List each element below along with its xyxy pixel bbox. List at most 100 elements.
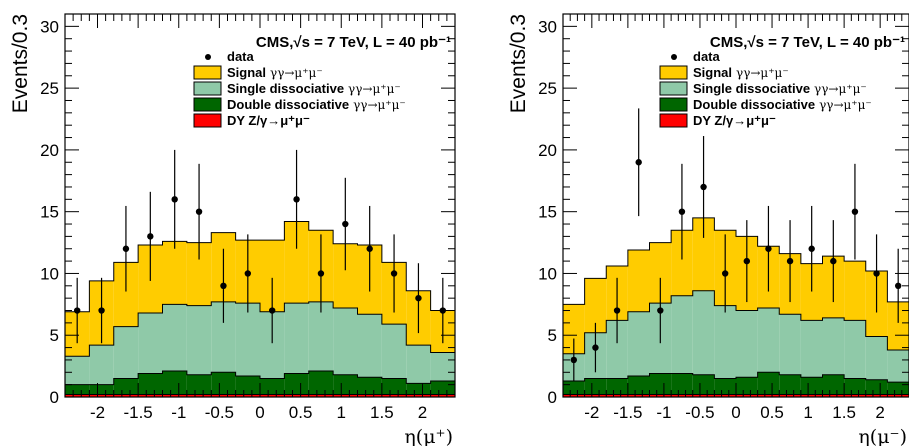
hist-bar (211, 372, 236, 395)
legend-marker (671, 54, 677, 60)
y-tick-label: 15 (538, 203, 557, 222)
legend-label: data (693, 49, 721, 64)
hist-bar (584, 394, 607, 397)
hist-bar (186, 305, 212, 375)
x-tick-label: 0 (255, 403, 264, 422)
data-point (220, 282, 227, 290)
hist-bar (113, 394, 139, 397)
hist-bar (800, 377, 823, 395)
hist-bar (308, 301, 334, 372)
hist-bar (406, 394, 431, 397)
legend-swatch (659, 65, 688, 80)
hist-bar (692, 374, 715, 395)
hist-bar (186, 394, 212, 397)
hist-bar (113, 378, 139, 395)
hist-bar (308, 371, 334, 395)
hist-bar (430, 394, 455, 397)
data-point (721, 270, 729, 277)
data-point (657, 307, 664, 314)
hist-bar (627, 375, 650, 395)
legend-label: Single dissociative γγ→μ⁺μ⁻ (693, 81, 867, 96)
y-tick-label: 5 (50, 326, 59, 345)
hist-bar (65, 394, 90, 397)
legend-name: data (693, 49, 721, 64)
hist-bar (381, 378, 407, 395)
legend-swatch (193, 113, 222, 128)
hist-bar (757, 372, 780, 395)
x-tick-label: -0.5 (685, 403, 714, 422)
hist-bar (406, 345, 431, 384)
hist-bar (235, 394, 260, 397)
hist-bar (606, 320, 628, 379)
x-tick-label: 1 (803, 403, 812, 422)
hist-bar (671, 394, 693, 397)
data-point (73, 307, 81, 314)
y-axis-label: Events/0.3 (507, 14, 530, 113)
data-point (122, 245, 130, 252)
hist-bar (606, 378, 628, 395)
x-tick-label: -1 (656, 403, 671, 422)
hist-bar (563, 394, 585, 397)
legend-name: Single dissociative (227, 81, 344, 96)
hist-bar (138, 312, 163, 374)
data-point (830, 257, 837, 265)
hist-bar (649, 394, 672, 397)
hist-bar (692, 290, 715, 375)
hist-bar (887, 301, 909, 351)
y-axis-label: Events/0.3 (9, 14, 32, 113)
hist-bar (308, 394, 334, 397)
data-point (808, 245, 815, 252)
hist-bar (162, 371, 187, 395)
y-tick-label: 10 (40, 264, 59, 283)
hist-bar (692, 394, 715, 397)
chart-panel-1: 0 5 10 15 20 25 30 -2 -1.5 -1 -0.5 0 0.5 1 1.5 2 Events/… (9, 13, 456, 446)
hist-bar (138, 394, 163, 397)
hist-bar (779, 314, 801, 375)
hist-bar (736, 310, 758, 378)
hist-bar (65, 384, 90, 395)
x-tick-label: 0 (731, 403, 740, 422)
hist-bar (627, 394, 650, 397)
hist-bar (627, 311, 650, 376)
hist-bar (162, 394, 187, 397)
hist-bar (284, 303, 309, 374)
legend-marker (205, 54, 211, 60)
hist-bar (235, 375, 260, 395)
legend-swatch (659, 113, 688, 128)
legend-name: Signal (693, 65, 732, 80)
x-tick-label: 1.5 (370, 403, 394, 422)
hist-bar (381, 394, 407, 397)
hist-bar (284, 394, 309, 397)
y-tick-label: 0 (548, 388, 557, 407)
data-point (415, 294, 422, 302)
chart-title: CMS,√s = 7 TeV, L = 40 pb⁻¹ (710, 34, 905, 51)
hist-bar (714, 305, 736, 379)
hist-bar (671, 230, 693, 296)
hist-bar (800, 394, 823, 397)
hist-bar (113, 326, 139, 379)
y-tick-label: 25 (40, 79, 59, 98)
data-point (700, 183, 707, 191)
hist-bar (333, 374, 358, 395)
hist-bar (887, 382, 909, 395)
hist-bar (844, 261, 866, 321)
legend-swatch (193, 97, 222, 112)
legend-name: Signal (227, 65, 266, 80)
hist-bar (606, 394, 628, 397)
data-point (98, 307, 105, 314)
hist-bar (865, 379, 888, 395)
legend-process: γγ→μ⁺μ⁻ (814, 82, 867, 96)
hist-bar (800, 320, 823, 378)
y-tick-label: 20 (40, 141, 59, 160)
data-point (439, 307, 447, 314)
legend-label: Signal γγ→μ⁺μ⁻ (227, 65, 323, 80)
x-tick-label: -1.5 (613, 403, 642, 422)
hist-bar (714, 378, 736, 395)
hist-bar (138, 373, 163, 395)
data-point (592, 344, 599, 351)
hist-bar (235, 303, 260, 376)
legend-swatch (659, 81, 688, 96)
legend-swatch (659, 97, 688, 112)
hist-bar (822, 374, 845, 395)
